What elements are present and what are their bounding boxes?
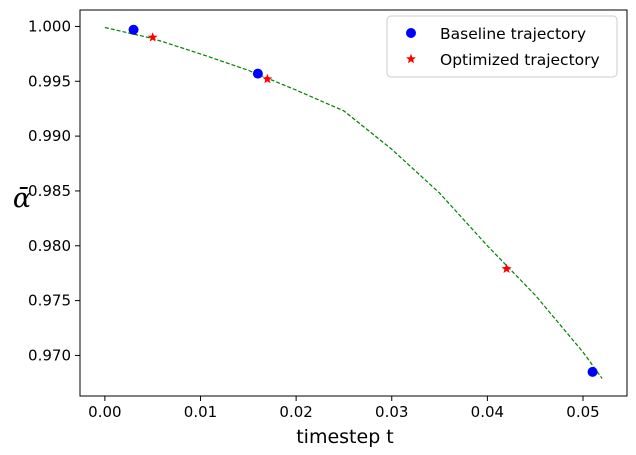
baseline-point [252, 68, 263, 79]
y-tick-label: 0.985 [28, 182, 71, 200]
fitted-curve [104, 26, 603, 379]
x-tick-label: 0.03 [375, 403, 408, 421]
x-tick-label: 0.00 [88, 403, 121, 421]
y-axis: 0.970 0.975 0.980 0.985 0.990 0.995 1.000 [28, 17, 80, 364]
y-tick-label: 1.000 [28, 17, 71, 35]
y-tick-label: 0.990 [28, 127, 71, 145]
x-axis: 0.00 0.01 0.02 0.03 0.04 0.05 [88, 396, 600, 421]
legend-optimized-marker [406, 53, 416, 64]
y-tick-label: 0.975 [28, 292, 71, 310]
x-tick-label: 0.05 [566, 403, 599, 421]
x-tick-label: 0.02 [279, 403, 312, 421]
legend-label: Optimized trajectory [440, 51, 600, 69]
y-tick-label: 0.995 [28, 72, 71, 90]
y-tick-label: 0.980 [28, 237, 71, 255]
legend-baseline-marker [406, 28, 416, 38]
x-tick-label: 0.01 [184, 403, 217, 421]
legend-label: Baseline trajectory [440, 25, 586, 43]
legend: Baseline trajectory Optimized trajectory [386, 15, 618, 78]
optimized-point [501, 263, 512, 273]
y-tick-label: 0.970 [28, 346, 71, 364]
optimized-point [262, 73, 273, 84]
optimized-point [147, 32, 158, 42]
x-tick-label: 0.04 [471, 403, 504, 421]
x-axis-title: timestep t [296, 426, 394, 448]
legend-box [386, 15, 618, 78]
baseline-point [587, 366, 598, 377]
baseline-point [128, 24, 139, 35]
y-axis-title: ᾱ [13, 183, 31, 214]
data-markers [128, 24, 598, 377]
